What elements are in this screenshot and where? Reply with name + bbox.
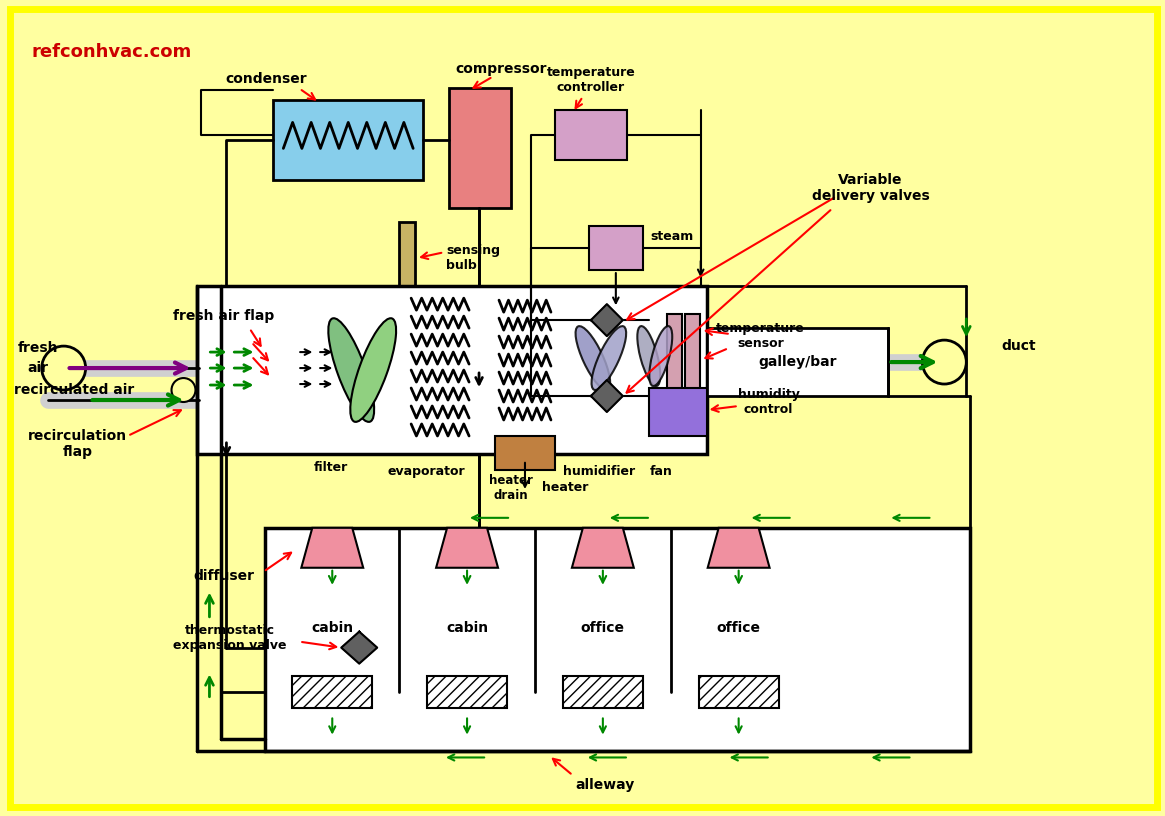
Bar xyxy=(449,88,511,208)
Ellipse shape xyxy=(329,318,374,422)
Ellipse shape xyxy=(576,326,610,390)
Text: cabin: cabin xyxy=(311,621,353,635)
Text: fan: fan xyxy=(649,465,672,478)
Text: office: office xyxy=(716,621,761,635)
Polygon shape xyxy=(436,528,497,568)
Polygon shape xyxy=(302,528,363,568)
Text: alleway: alleway xyxy=(576,778,635,792)
Ellipse shape xyxy=(649,326,672,386)
Text: cabin: cabin xyxy=(446,621,488,635)
Text: heater
drain: heater drain xyxy=(489,474,532,502)
Ellipse shape xyxy=(637,326,661,386)
Text: temperature
sensor: temperature sensor xyxy=(716,322,805,350)
Bar xyxy=(666,314,682,390)
Ellipse shape xyxy=(592,326,626,390)
Text: Variable
delivery valves: Variable delivery valves xyxy=(812,173,930,203)
Bar xyxy=(495,436,555,470)
Bar xyxy=(274,100,423,180)
Circle shape xyxy=(42,346,86,390)
Text: refconhvac.com: refconhvac.com xyxy=(31,42,192,60)
Bar xyxy=(563,676,643,707)
Text: diffuser: diffuser xyxy=(193,569,254,583)
Text: sensing
bulb: sensing bulb xyxy=(446,244,500,273)
Bar xyxy=(428,676,507,707)
Polygon shape xyxy=(707,528,770,568)
Text: duct: duct xyxy=(1001,339,1036,353)
Bar xyxy=(699,676,778,707)
Text: temperature
controller: temperature controller xyxy=(546,66,635,95)
Text: thermostatic
expansion valve: thermostatic expansion valve xyxy=(172,623,287,652)
Text: air: air xyxy=(27,361,48,375)
Text: recirculated air: recirculated air xyxy=(14,383,134,397)
Polygon shape xyxy=(341,632,377,663)
Circle shape xyxy=(171,378,196,402)
Text: office: office xyxy=(581,621,624,635)
Text: humidity
control: humidity control xyxy=(737,388,799,416)
Polygon shape xyxy=(572,528,634,568)
Bar xyxy=(198,286,707,454)
Text: recirculation
flap: recirculation flap xyxy=(28,429,127,459)
Bar xyxy=(707,328,889,396)
Bar xyxy=(649,388,707,436)
Bar xyxy=(400,222,415,296)
Text: humidifier: humidifier xyxy=(563,465,635,478)
Text: fresh air flap: fresh air flap xyxy=(172,309,274,323)
Text: fresh: fresh xyxy=(17,341,58,355)
Bar xyxy=(292,676,372,707)
Bar xyxy=(685,314,700,390)
Polygon shape xyxy=(591,380,623,412)
Bar xyxy=(588,226,643,270)
Text: filter: filter xyxy=(315,461,348,474)
Circle shape xyxy=(923,340,966,384)
Text: condenser: condenser xyxy=(226,72,308,86)
Text: compressor: compressor xyxy=(456,61,546,76)
Ellipse shape xyxy=(351,318,396,422)
Bar xyxy=(266,528,970,752)
Polygon shape xyxy=(591,304,623,336)
Text: galley/bar: galley/bar xyxy=(758,355,836,369)
Bar xyxy=(555,110,627,161)
Text: evaporator: evaporator xyxy=(387,465,465,478)
Text: heater: heater xyxy=(542,481,588,494)
Text: steam: steam xyxy=(651,230,694,243)
